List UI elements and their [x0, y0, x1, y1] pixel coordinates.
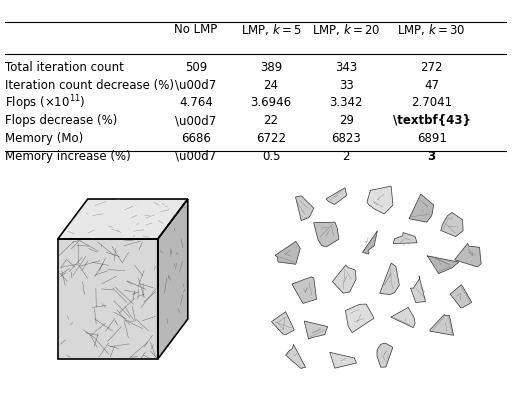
Text: 3.6946: 3.6946 — [250, 96, 292, 109]
Polygon shape — [304, 321, 328, 339]
Polygon shape — [377, 343, 393, 367]
Text: LMP, $k = 30$: LMP, $k = 30$ — [397, 22, 466, 37]
Polygon shape — [332, 265, 356, 293]
Text: \u00d7: \u00d7 — [175, 79, 217, 92]
Polygon shape — [427, 256, 459, 274]
Text: Flops ($\times 10^{11}$): Flops ($\times 10^{11}$) — [5, 93, 86, 113]
Text: Iteration count decrease (%): Iteration count decrease (%) — [5, 79, 174, 92]
Polygon shape — [271, 312, 294, 334]
Polygon shape — [275, 241, 300, 264]
Text: 6722: 6722 — [256, 132, 286, 145]
Polygon shape — [158, 199, 188, 359]
Polygon shape — [326, 188, 347, 204]
Text: LMP, $k = 20$: LMP, $k = 20$ — [312, 22, 380, 37]
Text: Memory increase (%): Memory increase (%) — [5, 150, 131, 163]
Polygon shape — [346, 304, 374, 333]
Polygon shape — [430, 314, 454, 335]
Polygon shape — [314, 222, 339, 247]
Text: Total iteration count: Total iteration count — [5, 61, 124, 74]
Text: No LMP: No LMP — [174, 23, 218, 36]
Text: 6823: 6823 — [331, 132, 361, 145]
Text: \u00d7: \u00d7 — [175, 150, 217, 163]
Text: 24: 24 — [264, 79, 279, 92]
Text: 272: 272 — [420, 61, 443, 74]
Text: Memory (Mo): Memory (Mo) — [5, 132, 83, 145]
Text: 389: 389 — [260, 61, 282, 74]
Polygon shape — [393, 233, 417, 244]
Text: \u00d7: \u00d7 — [175, 114, 217, 127]
Text: 4.764: 4.764 — [179, 96, 212, 109]
Polygon shape — [450, 285, 472, 308]
Polygon shape — [292, 277, 316, 303]
Polygon shape — [58, 199, 188, 239]
Text: 0.5: 0.5 — [262, 150, 280, 163]
Text: 6891: 6891 — [417, 132, 446, 145]
Text: 509: 509 — [185, 61, 207, 74]
Polygon shape — [380, 263, 399, 294]
Polygon shape — [409, 194, 434, 222]
Text: 3: 3 — [428, 150, 436, 163]
Polygon shape — [391, 307, 415, 328]
Polygon shape — [286, 344, 306, 369]
Text: 22: 22 — [264, 114, 279, 127]
Text: LMP, $k = 5$: LMP, $k = 5$ — [241, 22, 302, 37]
Polygon shape — [411, 276, 425, 303]
Text: 3.342: 3.342 — [330, 96, 363, 109]
Text: 6686: 6686 — [181, 132, 211, 145]
Text: \textbf{43}: \textbf{43} — [393, 114, 471, 127]
Text: 2: 2 — [343, 150, 350, 163]
Polygon shape — [455, 243, 481, 267]
Text: Flops decrease (%): Flops decrease (%) — [5, 114, 117, 127]
Polygon shape — [58, 239, 158, 359]
Text: 47: 47 — [424, 79, 439, 92]
Polygon shape — [367, 186, 393, 214]
Text: 29: 29 — [339, 114, 354, 127]
Polygon shape — [330, 352, 356, 368]
Text: 33: 33 — [339, 79, 354, 92]
Text: 2.7041: 2.7041 — [411, 96, 452, 109]
Polygon shape — [362, 231, 377, 254]
Polygon shape — [441, 213, 463, 237]
Text: 343: 343 — [335, 61, 357, 74]
Polygon shape — [295, 196, 314, 220]
